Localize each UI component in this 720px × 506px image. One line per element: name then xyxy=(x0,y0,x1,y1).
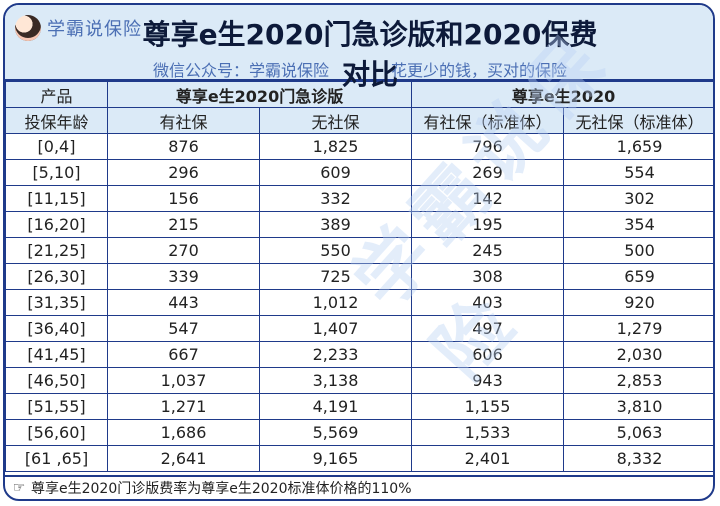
table-row: [51,55] 1,271 4,191 1,155 3,810 xyxy=(5,393,713,420)
cell: 497 xyxy=(411,315,565,342)
col-header-4: 无社保（标准体） xyxy=(563,107,713,134)
cell: 547 xyxy=(107,315,260,342)
premium-table: 产品 尊享e生2020门急诊版 尊享e生2020 投保年龄 有社保 无社保 有社… xyxy=(5,81,713,472)
cell: 3,138 xyxy=(258,367,413,394)
age-cell: [56,60] xyxy=(5,419,108,446)
age-cell: [21,25] xyxy=(5,237,108,264)
cell: 920 xyxy=(563,289,713,316)
cell: 245 xyxy=(411,237,565,264)
table-row: [36,40] 547 1,407 497 1,279 xyxy=(5,315,713,342)
cell: 339 xyxy=(107,263,260,290)
brand: 学霸说保险 xyxy=(15,15,142,41)
cell: 550 xyxy=(258,237,413,264)
column-header-row: 投保年龄 有社保 无社保 有社保（标准体） 无社保（标准体） xyxy=(5,107,713,134)
cell: 195 xyxy=(411,211,565,238)
cell: 500 xyxy=(563,237,713,264)
table-row: [16,20] 215 389 195 354 xyxy=(5,211,713,238)
table-row: [26,30] 339 725 308 659 xyxy=(5,263,713,290)
col-header-2: 无社保 xyxy=(258,107,413,134)
cell: 5,063 xyxy=(563,419,713,446)
age-cell: [46,50] xyxy=(5,367,108,394)
cell: 667 xyxy=(107,341,260,368)
cell: 796 xyxy=(411,133,565,160)
cell: 1,012 xyxy=(258,289,413,316)
cell: 2,030 xyxy=(563,341,713,368)
cell: 9,165 xyxy=(258,445,413,472)
avatar xyxy=(15,15,41,41)
cell: 5,569 xyxy=(258,419,413,446)
cell: 296 xyxy=(107,159,260,186)
header: 学霸说保险 尊享e生2020门急诊版和2020保费对比 微信公众号：学霸说保险 … xyxy=(5,5,713,91)
cell: 4,191 xyxy=(258,393,413,420)
age-cell: [31,35] xyxy=(5,289,108,316)
cell: 3,810 xyxy=(563,393,713,420)
cell: 554 xyxy=(563,159,713,186)
cell: 1,155 xyxy=(411,393,565,420)
age-cell: [51,55] xyxy=(5,393,108,420)
cell: 2,641 xyxy=(107,445,260,472)
brand-text: 学霸说保险 xyxy=(47,19,142,40)
cell: 269 xyxy=(411,159,565,186)
age-cell: [11,15] xyxy=(5,185,108,212)
cell: 2,853 xyxy=(563,367,713,394)
cell: 943 xyxy=(411,367,565,394)
cell: 443 xyxy=(107,289,260,316)
table-row: [46,50] 1,037 3,138 943 2,853 xyxy=(5,367,713,394)
pointing-hand-icon: ☞ xyxy=(12,480,26,496)
cell: 2,233 xyxy=(258,341,413,368)
cell: 156 xyxy=(107,185,260,212)
cell: 659 xyxy=(563,263,713,290)
cell: 215 xyxy=(107,211,260,238)
cell: 876 xyxy=(107,133,260,160)
group-header-row: 产品 尊享e生2020门急诊版 尊享e生2020 xyxy=(5,81,713,108)
cell: 270 xyxy=(107,237,260,264)
age-label: 投保年龄 xyxy=(5,107,108,134)
footnote: ☞ 尊享e生2020门诊版费率为尊享e生2020标准体价格的110% xyxy=(5,475,713,499)
cell: 332 xyxy=(258,185,413,212)
cell: 2,401 xyxy=(411,445,565,472)
table-row: [11,15] 156 332 142 302 xyxy=(5,185,713,212)
subtitle-right: 花更少的钱，买对的保险 xyxy=(391,61,568,80)
footnote-text: 尊享e生2020门诊版费率为尊享e生2020标准体价格的110% xyxy=(31,481,412,497)
col-header-3: 有社保（标准体） xyxy=(411,107,565,134)
cell: 308 xyxy=(411,263,565,290)
age-cell: [16,20] xyxy=(5,211,108,238)
table-row: [56,60] 1,686 5,569 1,533 5,063 xyxy=(5,419,713,446)
cell: 1,659 xyxy=(563,133,713,160)
cell: 609 xyxy=(258,159,413,186)
age-cell: [26,30] xyxy=(5,263,108,290)
group-header-standard: 尊享e生2020 xyxy=(411,81,713,108)
cell: 354 xyxy=(563,211,713,238)
page-title: 尊享e生2020门急诊版和2020保费对比 xyxy=(142,18,598,91)
table-row: [0,4] 876 1,825 796 1,659 xyxy=(5,133,713,160)
subtitle-left: 微信公众号：学霸说保险 xyxy=(153,61,330,80)
cell: 1,533 xyxy=(411,419,565,446)
cell: 403 xyxy=(411,289,565,316)
cell: 142 xyxy=(411,185,565,212)
table-row: [5,10] 296 609 269 554 xyxy=(5,159,713,186)
age-cell: [36,40] xyxy=(5,315,108,342)
age-cell: [0,4] xyxy=(5,133,108,160)
pricing-table-card: 学霸说保险 尊享e生2020门急诊版和2020保费对比 微信公众号：学霸说保险 … xyxy=(3,3,715,501)
cell: 8,332 xyxy=(563,445,713,472)
cell: 1,407 xyxy=(258,315,413,342)
cell: 389 xyxy=(258,211,413,238)
age-cell: [61 ,65] xyxy=(5,445,108,472)
col-header-1: 有社保 xyxy=(107,107,260,134)
age-cell: [41,45] xyxy=(5,341,108,368)
cell: 1,279 xyxy=(563,315,713,342)
cell: 1,037 xyxy=(107,367,260,394)
product-label: 产品 xyxy=(5,81,108,108)
table-row: [41,45] 667 2,233 606 2,030 xyxy=(5,341,713,368)
table-row: [21,25] 270 550 245 500 xyxy=(5,237,713,264)
cell: 1,686 xyxy=(107,419,260,446)
table-row: [31,35] 443 1,012 403 920 xyxy=(5,289,713,316)
cell: 302 xyxy=(563,185,713,212)
cell: 1,271 xyxy=(107,393,260,420)
table-row: [61 ,65] 2,641 9,165 2,401 8,332 xyxy=(5,445,713,472)
cell: 725 xyxy=(258,263,413,290)
cell: 1,825 xyxy=(258,133,413,160)
cell: 606 xyxy=(411,341,565,368)
age-cell: [5,10] xyxy=(5,159,108,186)
